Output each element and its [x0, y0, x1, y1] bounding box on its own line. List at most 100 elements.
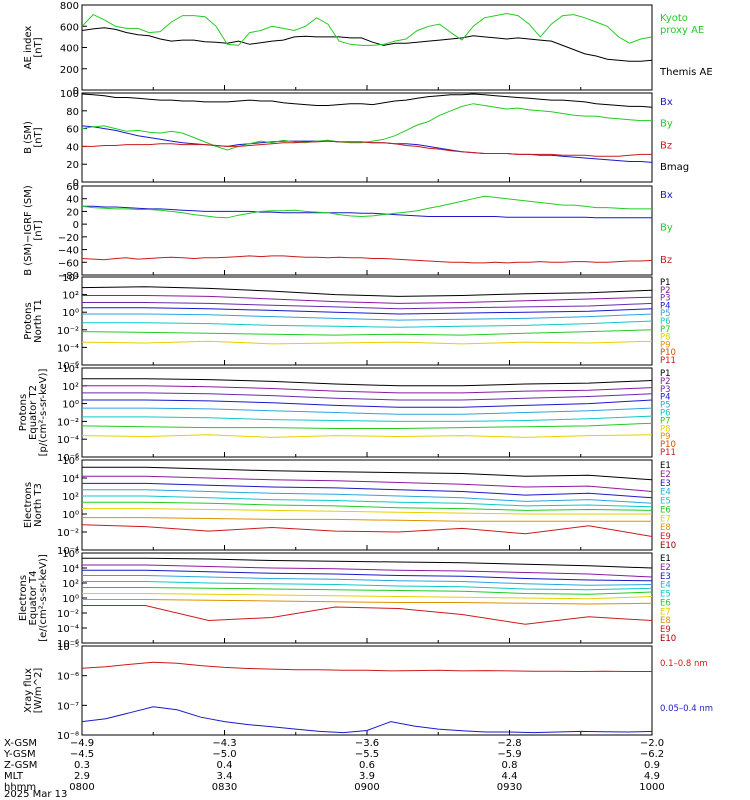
ee-ytick-label-4: 10⁻² [57, 609, 79, 620]
bigrf-ytick-label-3: 0 [73, 220, 79, 231]
pe-legend-P11-0: P11 [660, 448, 676, 458]
ee-legend-E1-0: E1 [660, 554, 671, 564]
xaxis-mlt-value-0: 2.9 [74, 771, 90, 782]
bsm-series-Bz-line [82, 140, 652, 157]
xaxis-hhmm-value-1: 0830 [212, 782, 237, 793]
en-legend-E1-0: E1 [660, 461, 671, 471]
xaxis-ygsm-value-1: −5.0 [212, 749, 236, 760]
ae-legend-KyotoproxyAE-0: Kyoto [660, 13, 688, 24]
ae-legend-KyotoproxyAE-1: proxy AE [660, 25, 704, 36]
xaxis-date: 2025 Mar 13 [4, 789, 67, 800]
xaxis-ygsm-value-4: −6.2 [640, 749, 664, 760]
en-ytick-label-2: 10² [62, 492, 79, 503]
pn-series-P3-line [82, 302, 653, 310]
xray-ytick-label-0: 10⁻⁵ [57, 642, 79, 653]
xaxis-hhmm-value-2: 0900 [354, 782, 379, 793]
pe-ytick-label-5: 10⁻⁶ [57, 453, 79, 464]
pn-series-P4-line [82, 307, 653, 315]
ee-legend-E8-0: E8 [660, 616, 671, 626]
pn-series-P6-line [82, 320, 653, 328]
xaxis-row-label-zgsm: Z-GSM [4, 760, 37, 771]
xray-legend-00504nm-0: 0.05–0.4 nm [660, 704, 713, 714]
bigrf-legend-Bz-0: Bz [660, 255, 672, 266]
xaxis-hhmm-value-4: 1000 [639, 782, 664, 793]
pe-series-P1-line [82, 378, 653, 387]
bigrf-ylabel-1: [nT] [33, 220, 44, 240]
en-legend-E3-0: E3 [660, 479, 671, 489]
xaxis-mlt-value-2: 3.9 [359, 771, 375, 782]
pe-frame [81, 367, 653, 458]
pn-legend-P4-0: P4 [660, 301, 671, 311]
ee-ytick-label-2: 10² [62, 579, 79, 590]
en-series-E6-line [82, 501, 653, 511]
en-series-E1-line [82, 466, 653, 481]
bsm-series-By-line [81, 103, 652, 151]
en-ylabel-1: North T3 [33, 483, 44, 527]
pe-legend-P3-0: P3 [660, 385, 671, 395]
xray-legend-0108nm-0: 0.1–0.8 nm [660, 659, 708, 669]
xaxis-row-label-xgsm: X-GSM [4, 738, 37, 749]
en-ytick-label-5: 10⁻⁴ [57, 546, 79, 557]
bigrf-ytick-label-7: −80 [58, 271, 79, 282]
xray-ytick-label-2: 10⁻⁷ [57, 701, 79, 712]
xaxis-row-label-hhmm: hhmm [4, 782, 36, 793]
xaxis-zgsm-value-0: 0.3 [74, 760, 90, 771]
pn-ytick-label-0: 10⁴ [62, 273, 79, 284]
pe-ytick-label-2: 10⁰ [62, 400, 79, 411]
bsm-ytick-label-3: 40 [66, 142, 79, 153]
xaxis-xgsm-value-0: −4.9 [70, 738, 94, 749]
pn-legend-P6-0: P6 [660, 317, 671, 327]
bsm-legend-Bmag-0: Bmag [660, 162, 689, 173]
bigrf-ytick-label-0: 60 [66, 182, 79, 193]
pe-series-P8-line [81, 434, 653, 438]
ee-series-E7-line [82, 593, 653, 600]
bsm-frame [81, 92, 653, 183]
ae-ytick-label-3: 200 [60, 65, 79, 76]
pn-legend-P7-0: P7 [660, 325, 671, 335]
bsm-legend-Bx-0: Bx [660, 97, 673, 108]
bigrf-ytick-label-5: −40 [58, 246, 79, 257]
xaxis-zgsm-value-4: 0.9 [644, 760, 660, 771]
ae-ytick-label-2: 400 [60, 44, 79, 55]
pn-legend-P3-0: P3 [660, 294, 671, 304]
bigrf-ytick-label-1: 40 [66, 195, 79, 206]
pe-legend-P4-0: P4 [660, 393, 671, 403]
ee-ytick-label-6: 10⁻⁶ [57, 639, 79, 650]
xaxis-row-label-mlt: MLT [4, 771, 24, 782]
bsm-ytick-label-1: 80 [66, 107, 79, 118]
xaxis-zgsm-value-2: 0.6 [359, 760, 375, 771]
ae-ylabel-0: AE index [23, 26, 34, 70]
bigrf-ytick-label-2: 20 [66, 207, 79, 218]
pn-legend-P9-0: P9 [660, 340, 671, 350]
ae-ytick-label-0: 800 [60, 1, 79, 12]
ee-legend-E6-0: E6 [660, 598, 671, 608]
pn-legend-P2-0: P2 [660, 286, 671, 296]
pn-ylabel-0: Protons [23, 302, 34, 339]
xaxis-ygsm-value-2: −5.5 [355, 749, 379, 760]
en-series-E7-line [82, 508, 652, 515]
xray-series-00504nm-line [81, 706, 653, 734]
bigrf-series-Bz-line [81, 255, 653, 264]
bigrf-ytick-label-6: −60 [58, 258, 79, 269]
pn-legend-P10-0: P10 [660, 348, 676, 358]
bigrf-ytick-label-4: −20 [58, 233, 79, 244]
ee-ylabel-1: Equator T4 [28, 571, 39, 626]
xaxis-hhmm-value-3: 0930 [497, 782, 522, 793]
pn-series-P5-line [82, 313, 653, 321]
pe-series-P4-line [82, 399, 653, 408]
en-legend-E6-0: E6 [660, 505, 671, 515]
ae-series-KyotoproxyAE-line [81, 12, 653, 46]
pe-legend-P2-0: P2 [660, 377, 671, 387]
ee-series-E8-line [82, 599, 653, 605]
ee-legend-E9-0: E9 [660, 625, 671, 635]
pn-ytick-label-2: 10⁰ [62, 308, 79, 319]
ae-series-ThemisAE-line [81, 27, 653, 62]
ae-legend-ThemisAE-0: Themis AE [659, 67, 713, 78]
en-legend-E9-0: E9 [660, 532, 671, 542]
ee-ytick-label-3: 10⁰ [62, 594, 79, 605]
ee-series-E6-line [82, 587, 653, 595]
ee-series-E2-line [82, 564, 653, 578]
en-legend-E2-0: E2 [660, 470, 671, 480]
pn-frame [81, 276, 653, 366]
en-legend-E8-0: E8 [660, 523, 671, 533]
